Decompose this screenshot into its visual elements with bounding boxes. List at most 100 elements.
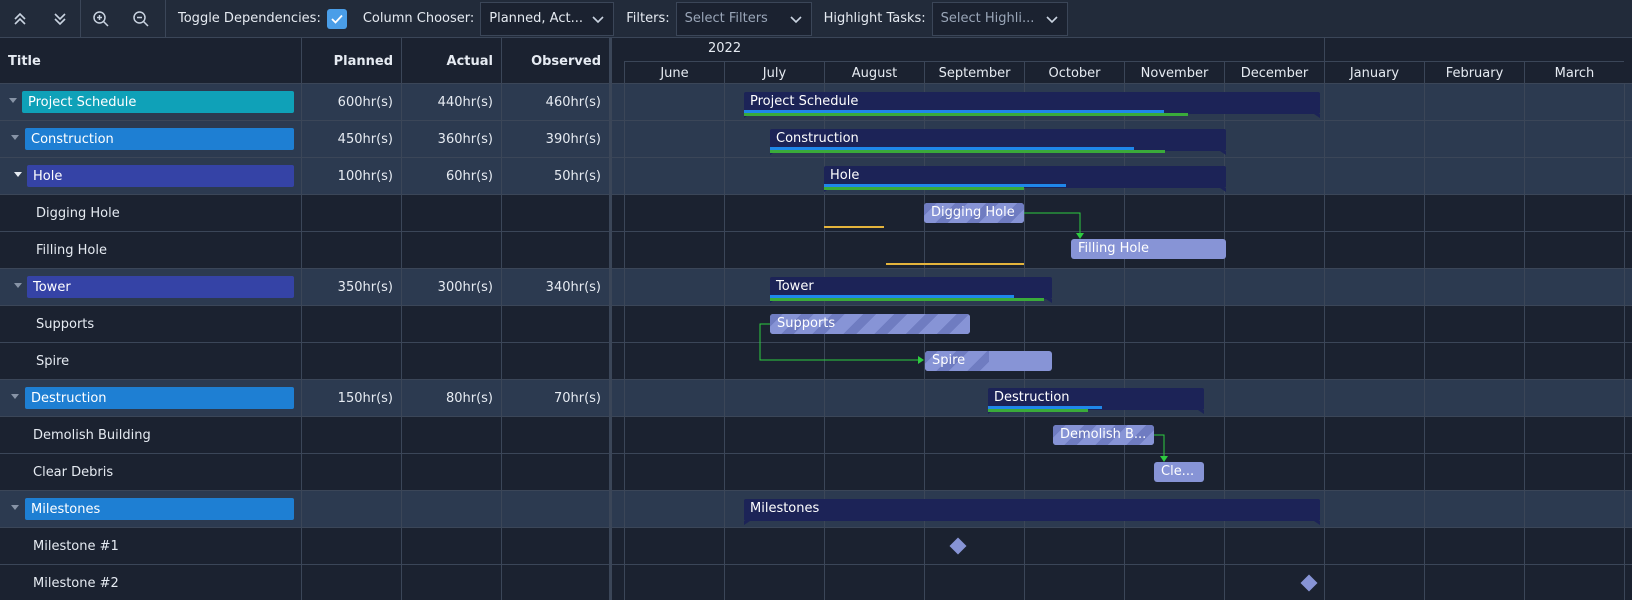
chevron-down-icon	[1046, 15, 1058, 23]
month-label: August	[824, 61, 924, 84]
summary-bar-construction[interactable]: Construction	[770, 129, 1226, 155]
table-row[interactable]: Milestone #2	[0, 565, 612, 600]
highlight-tasks-dropdown[interactable]: Select Highli...	[931, 1, 1068, 36]
gantt-timeline: 2022 June July August September October …	[612, 38, 1632, 600]
expand-toggle-icon[interactable]	[11, 505, 19, 510]
month-label: October	[1024, 61, 1124, 84]
task-bar-filling-hole[interactable]: Filling Hole	[1071, 239, 1226, 259]
zoom-in-button[interactable]	[81, 0, 121, 38]
highlight-tasks-label: Highlight Tasks:	[823, 11, 926, 26]
expand-all-button[interactable]	[40, 0, 80, 38]
expand-toggle-icon[interactable]	[11, 135, 19, 140]
actual-cell: 440hr(s)	[402, 84, 502, 120]
column-chooser-dropdown[interactable]: Planned, Act...	[480, 1, 615, 36]
planned-cell	[302, 565, 402, 600]
planned-cell: 450hr(s)	[302, 121, 402, 157]
task-bar-spire[interactable]: Spire	[925, 351, 1052, 371]
expand-toggle-icon[interactable]	[9, 98, 17, 103]
table-row[interactable]: Filling Hole	[0, 232, 612, 269]
row-title: Construction	[31, 131, 114, 147]
zoom-out-button[interactable]	[121, 0, 161, 38]
column-header-planned[interactable]: Planned	[302, 38, 402, 84]
row-title: Milestones	[31, 501, 101, 517]
table-row[interactable]: Hole 100hr(s) 60hr(s) 50hr(s)	[0, 158, 612, 195]
table-row[interactable]: Destruction 150hr(s) 80hr(s) 70hr(s)	[0, 380, 612, 417]
row-title-pill: Construction	[25, 128, 294, 150]
actual-cell: 300hr(s)	[402, 269, 502, 305]
dependency-lines	[759, 212, 1168, 462]
row-title-pill: Project Schedule	[22, 91, 294, 113]
row-title: Milestone #1	[33, 538, 119, 554]
table-row[interactable]: Digging Hole	[0, 195, 612, 232]
summary-bar-milestones[interactable]: Milestones	[744, 499, 1320, 525]
actual-cell	[402, 343, 502, 379]
chevron-down-icon	[592, 15, 604, 23]
table-row[interactable]: Clear Debris	[0, 454, 612, 491]
actual-cell	[402, 306, 502, 342]
table-row[interactable]: Construction 450hr(s) 360hr(s) 390hr(s)	[0, 121, 612, 158]
row-title: Supports	[36, 316, 95, 332]
row-title-pill: Milestones	[25, 498, 294, 520]
bar-label: Cle...	[1161, 464, 1195, 479]
checkmark-icon	[331, 14, 343, 24]
observed-cell	[502, 232, 610, 268]
table-row[interactable]: Demolish Building	[0, 417, 612, 454]
table-row[interactable]: Milestones	[0, 491, 612, 528]
row-title: Project Schedule	[28, 94, 137, 110]
bar-label: Milestones	[750, 501, 820, 516]
expand-toggle-icon[interactable]	[14, 283, 22, 288]
summary-bar-destruction[interactable]: Destruction	[988, 388, 1204, 414]
row-title-pill: Destruction	[25, 387, 294, 409]
summary-bar-hole[interactable]: Hole	[824, 166, 1226, 192]
row-title: Clear Debris	[33, 464, 114, 480]
observed-cell	[502, 528, 610, 564]
task-bar-digging-hole[interactable]: Digging Hole	[924, 203, 1024, 223]
task-bar-clear-debris[interactable]: Cle...	[1154, 462, 1204, 482]
task-grid: Title Planned Actual Observed Project Sc…	[0, 38, 612, 600]
bar-label: Supports	[777, 316, 836, 331]
column-header-observed[interactable]: Observed	[502, 38, 610, 84]
table-row[interactable]: Tower 350hr(s) 300hr(s) 340hr(s)	[0, 269, 612, 306]
expand-toggle-icon[interactable]	[14, 172, 22, 177]
table-row[interactable]: Supports	[0, 306, 612, 343]
observed-cell	[502, 343, 610, 379]
row-title: Digging Hole	[36, 205, 120, 221]
month-label: November	[1124, 61, 1224, 84]
summary-bar-tower[interactable]: Tower	[770, 277, 1052, 303]
actual-cell: 60hr(s)	[402, 158, 502, 194]
planned-cell	[302, 417, 402, 453]
collapse-all-icon	[14, 12, 26, 25]
month-label: March	[1524, 61, 1624, 84]
observed-cell	[502, 491, 610, 527]
task-bar-demolish-building[interactable]: Demolish B...	[1053, 425, 1154, 445]
toggle-dependencies-checkbox[interactable]	[326, 8, 347, 29]
splitter-handle[interactable]	[609, 38, 612, 600]
row-title: Spire	[36, 353, 70, 369]
baseline-line	[886, 263, 1024, 265]
bar-label: Spire	[932, 353, 966, 368]
timeline-year-header: 2022	[612, 38, 1632, 61]
highlight-tasks-placeholder: Select Highli...	[940, 11, 1035, 26]
baseline-line	[824, 226, 884, 228]
column-header-actual[interactable]: Actual	[402, 38, 502, 84]
table-row[interactable]: Project Schedule 600hr(s) 440hr(s) 460hr…	[0, 84, 612, 121]
actual-cell	[402, 232, 502, 268]
summary-bar-project-schedule[interactable]: Project Schedule	[744, 92, 1320, 118]
observed-cell: 50hr(s)	[502, 158, 610, 194]
collapse-all-button[interactable]	[0, 0, 40, 38]
month-label: June	[624, 61, 724, 84]
planned-cell: 150hr(s)	[302, 380, 402, 416]
expand-toggle-icon[interactable]	[11, 394, 19, 399]
column-chooser-value: Planned, Act...	[489, 11, 583, 26]
filters-dropdown[interactable]: Select Filters	[675, 1, 812, 36]
planned-cell: 350hr(s)	[302, 269, 402, 305]
planned-cell	[302, 454, 402, 490]
actual-cell	[402, 417, 502, 453]
column-header-title[interactable]: Title	[0, 38, 302, 84]
month-label: July	[724, 61, 824, 84]
table-row[interactable]: Milestone #1	[0, 528, 612, 565]
bar-label: Project Schedule	[750, 94, 859, 109]
task-bar-supports[interactable]: Supports	[770, 314, 970, 334]
actual-cell	[402, 195, 502, 231]
table-row[interactable]: Spire	[0, 343, 612, 380]
